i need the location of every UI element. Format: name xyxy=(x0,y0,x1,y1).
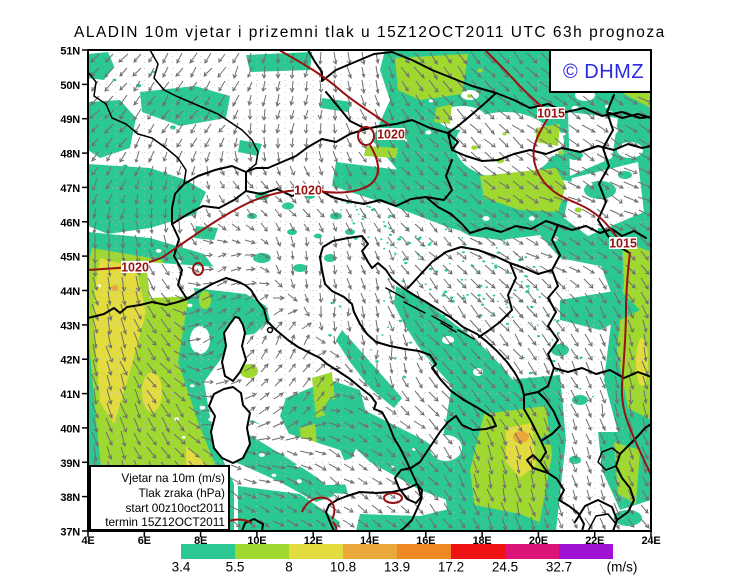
svg-text:10.8: 10.8 xyxy=(330,560,356,575)
svg-text:termin 15Z12OCT2011: termin 15Z12OCT2011 xyxy=(105,515,225,529)
svg-text:1020: 1020 xyxy=(294,184,322,198)
svg-text:40N: 40N xyxy=(60,423,80,435)
svg-text:51N: 51N xyxy=(60,46,80,58)
svg-text:24E: 24E xyxy=(642,535,661,547)
svg-text:47N: 47N xyxy=(60,183,80,195)
svg-text:1020: 1020 xyxy=(377,128,405,142)
svg-text:1020: 1020 xyxy=(121,261,149,275)
svg-text:37N: 37N xyxy=(60,527,80,539)
svg-text:41N: 41N xyxy=(60,389,80,401)
svg-text:49N: 49N xyxy=(60,114,80,126)
svg-text:17.2: 17.2 xyxy=(438,560,464,575)
svg-text:50N: 50N xyxy=(60,80,80,92)
svg-text:4E: 4E xyxy=(81,535,94,547)
svg-text:Tlak zraka (hPa): Tlak zraka (hPa) xyxy=(138,486,225,500)
svg-text:42N: 42N xyxy=(60,355,80,367)
svg-text:5.5: 5.5 xyxy=(226,560,245,575)
svg-text:13.9: 13.9 xyxy=(384,560,410,575)
svg-text:45N: 45N xyxy=(60,252,80,264)
svg-text:Vjetar na 10m (m/s): Vjetar na 10m (m/s) xyxy=(121,471,225,485)
svg-text:39N: 39N xyxy=(60,458,80,470)
svg-text:ALADIN 10m vjetar i prizemni t: ALADIN 10m vjetar i prizemni tlak u 15Z1… xyxy=(74,24,666,41)
svg-text:44N: 44N xyxy=(60,286,80,298)
svg-text:48N: 48N xyxy=(60,149,80,161)
svg-text:1015: 1015 xyxy=(537,107,565,121)
svg-text:38N: 38N xyxy=(60,492,80,504)
svg-text:43N: 43N xyxy=(60,320,80,332)
svg-text:© DHMZ: © DHMZ xyxy=(563,61,644,83)
svg-text:32.7: 32.7 xyxy=(546,560,572,575)
svg-text:(m/s): (m/s) xyxy=(607,560,638,575)
svg-text:3.4: 3.4 xyxy=(172,560,191,575)
svg-text:24.5: 24.5 xyxy=(492,560,518,575)
svg-text:6E: 6E xyxy=(138,535,151,547)
svg-text:46N: 46N xyxy=(60,217,80,229)
svg-text:8: 8 xyxy=(285,560,293,575)
svg-text:1015: 1015 xyxy=(609,237,637,251)
svg-text:start 00z10oct2011: start 00z10oct2011 xyxy=(126,501,225,515)
